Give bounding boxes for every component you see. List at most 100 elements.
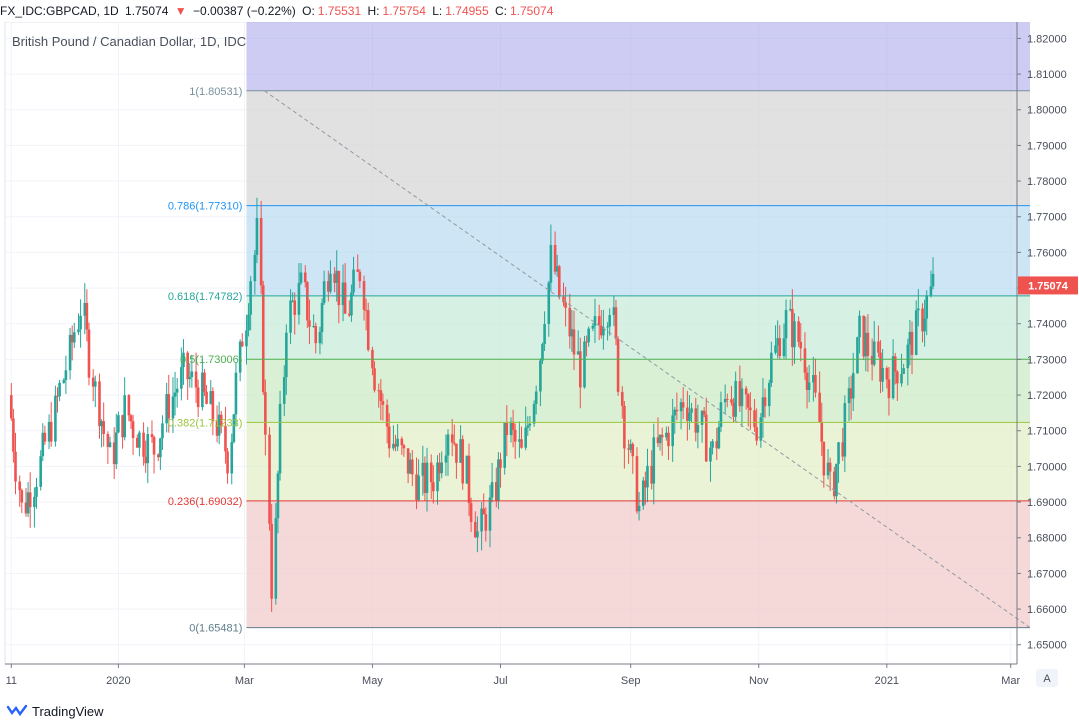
candle-body (759, 417, 763, 441)
candle-body (814, 375, 817, 393)
candle-body (606, 326, 609, 328)
candle-body (641, 480, 645, 506)
candle-body (112, 442, 116, 465)
candle-body (444, 455, 448, 463)
candle-body (211, 391, 215, 422)
candle-body (715, 441, 719, 449)
candle-body (673, 409, 677, 416)
candle-body (14, 451, 17, 482)
price-chart[interactable]: 1(1.80531) 0.786(1.77310) 0.618(1.74782) 0.… (0, 22, 1079, 698)
candle-body (644, 480, 647, 488)
candle-body (793, 321, 796, 348)
y-tick-label: 1.74000 (1027, 319, 1067, 331)
y-tick-label: 1.65000 (1027, 640, 1067, 652)
candle-body (490, 482, 494, 498)
candle-body (717, 426, 721, 449)
candle-body (620, 391, 624, 406)
candle-body (681, 402, 685, 408)
candle-body (555, 266, 559, 272)
candle-body (264, 392, 267, 435)
candle-body (908, 331, 912, 345)
candle-body (87, 329, 91, 378)
candle-body (83, 302, 87, 316)
x-tick-label: 2021 (875, 675, 899, 687)
y-tick-label: 1.81000 (1027, 69, 1067, 81)
candle-body (417, 475, 420, 500)
candle-body (906, 344, 910, 369)
candle-body (377, 390, 381, 392)
candle-body (400, 438, 404, 446)
candle-body (364, 309, 368, 311)
candle-body (587, 328, 590, 343)
candle-body (931, 273, 935, 287)
candle-body (608, 315, 611, 327)
candle-body (572, 329, 576, 355)
candle-body (188, 377, 192, 380)
time-axis[interactable]: 11 2020 Mar May Jul Sep Nov 2021 Mar (5, 663, 1021, 687)
candle-body (135, 438, 139, 448)
tradingview-logo-icon[interactable] (6, 704, 28, 718)
candle-body (734, 381, 737, 417)
candle-body (495, 482, 498, 501)
candle-body (100, 421, 103, 427)
candle-body (893, 356, 897, 372)
candle-body (379, 390, 383, 402)
candle-body (43, 432, 47, 442)
candle-body (755, 427, 758, 441)
candle-body (20, 490, 24, 503)
high-value: 1.75754 (382, 4, 426, 18)
fib-label: 0.236(1.69032) (168, 496, 243, 508)
candle-body (402, 445, 406, 449)
tradingview-brand[interactable]: TradingView (32, 704, 104, 719)
candle-body (138, 432, 141, 448)
candle-body (117, 415, 120, 433)
candle-body (511, 421, 515, 430)
candle-body (224, 425, 227, 452)
candle-body (24, 502, 28, 514)
candle-body (658, 434, 662, 444)
price-axis[interactable]: 1.82000 1.81000 1.80000 1.79000 1.78000 1.770… (1016, 22, 1078, 664)
candle-body (41, 432, 45, 457)
candle-body (62, 380, 66, 383)
candle-body (547, 282, 551, 324)
candle-body (660, 434, 664, 438)
candle-body (314, 325, 318, 344)
trend-layer (264, 90, 1031, 628)
auto-scale-button[interactable] (1036, 669, 1058, 687)
candle-body (872, 341, 876, 365)
candle-body (150, 434, 154, 438)
candle-body (56, 395, 59, 397)
candle-body (35, 486, 38, 497)
candle-body (665, 432, 668, 438)
candle-body (694, 408, 698, 433)
candle-body (887, 379, 891, 399)
candle-body (411, 459, 414, 475)
open-value: 1.75531 (317, 4, 362, 18)
candle-body (114, 432, 118, 465)
y-tick-label: 1.76000 (1027, 247, 1067, 259)
fib-label: 0.5(1.73006) (180, 354, 242, 366)
candle-body (77, 329, 80, 333)
candle-body (499, 459, 502, 468)
candle-body (93, 381, 97, 387)
candle-body (631, 443, 635, 457)
candle-body (858, 315, 861, 338)
y-tick-label: 1.79000 (1027, 140, 1067, 152)
candle-body (862, 315, 866, 357)
candle-body (646, 465, 649, 488)
candle-body (209, 391, 213, 404)
candle-body (291, 300, 294, 302)
candle-body (740, 388, 744, 407)
candle-body (524, 427, 527, 448)
candle-body (627, 448, 630, 450)
candle-body (543, 323, 546, 344)
candle-body (597, 316, 601, 326)
candle-body (776, 338, 779, 346)
candle-body (333, 273, 336, 283)
y-tick-label: 1.80000 (1027, 105, 1067, 117)
candle-body (885, 368, 889, 380)
candle-body (870, 355, 874, 365)
candle-body (12, 418, 15, 452)
candle-body (196, 387, 200, 408)
candle-body (767, 382, 771, 407)
